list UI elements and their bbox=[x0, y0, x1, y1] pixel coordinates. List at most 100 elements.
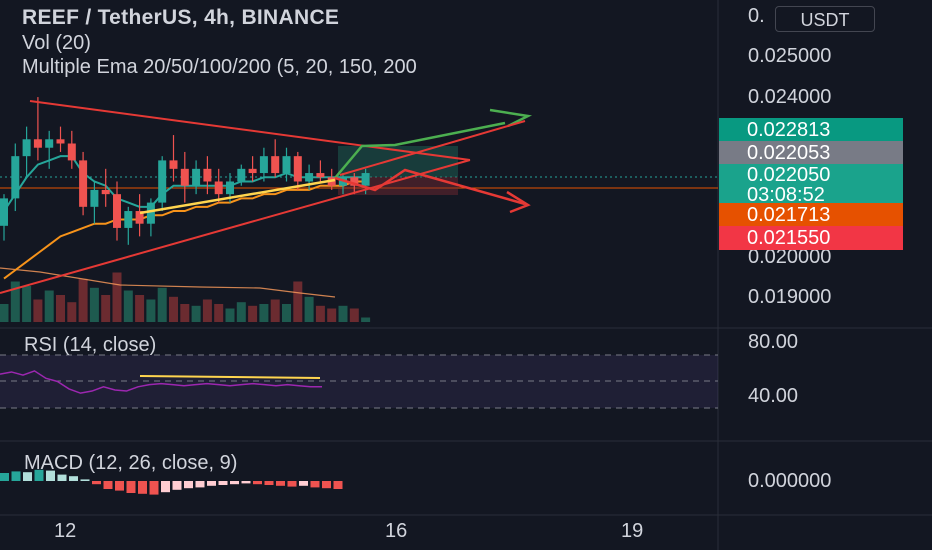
candle-body bbox=[350, 177, 359, 186]
volume-bar bbox=[248, 305, 258, 322]
volume-bar bbox=[338, 305, 348, 322]
rsi-legend[interactable]: RSI (14, close) bbox=[24, 334, 157, 356]
volume-bar bbox=[112, 272, 122, 322]
candle-body bbox=[248, 168, 257, 174]
candle-body bbox=[237, 168, 246, 182]
price-tag: 0.021550 bbox=[719, 226, 903, 250]
last-price-tag: 0.022050 03:08:52 bbox=[719, 164, 903, 206]
volume-bar bbox=[146, 299, 156, 322]
macd-bar bbox=[23, 472, 32, 481]
candle-body bbox=[135, 211, 144, 224]
candle-body bbox=[169, 160, 178, 169]
candle-body bbox=[67, 143, 76, 161]
macd-bar bbox=[46, 470, 55, 481]
bullish-path bbox=[334, 121, 506, 179]
price-axis-label: 0.019000 bbox=[748, 286, 832, 308]
candle-body bbox=[226, 181, 234, 195]
candle-body bbox=[259, 156, 268, 174]
volume-bar bbox=[101, 295, 111, 322]
currency-button[interactable]: USDT bbox=[775, 6, 875, 32]
candle-body bbox=[282, 156, 291, 174]
candle-body bbox=[90, 189, 99, 207]
candle-body bbox=[22, 139, 31, 157]
volume-bar bbox=[169, 296, 178, 322]
volume-bar bbox=[67, 302, 77, 322]
volume-bar bbox=[293, 281, 303, 322]
candle-body bbox=[113, 194, 121, 228]
macd-bar bbox=[310, 481, 320, 488]
macd-bar bbox=[115, 481, 124, 491]
volume-bar bbox=[349, 308, 359, 322]
volume-bar bbox=[89, 287, 99, 322]
candle-body bbox=[56, 139, 65, 144]
macd-bar bbox=[184, 481, 193, 489]
candle-body bbox=[316, 173, 325, 178]
support-trendline bbox=[139, 178, 336, 215]
macd-bar bbox=[11, 471, 21, 481]
volume-bar bbox=[304, 296, 314, 322]
price-axis-label: 0.024000 bbox=[748, 86, 832, 108]
rsi-axis-label: 40.00 bbox=[748, 385, 799, 407]
symbol-title[interactable]: REEF / TetherUS, 4h, BINANCE bbox=[22, 6, 340, 29]
candle-body bbox=[146, 202, 155, 224]
macd-bar bbox=[287, 481, 297, 487]
volume-bar bbox=[270, 299, 280, 322]
candle-body bbox=[33, 139, 42, 148]
candle-body bbox=[203, 168, 212, 182]
volume-bar bbox=[225, 308, 235, 322]
candle-body bbox=[124, 211, 133, 228]
candle-body bbox=[361, 173, 370, 186]
volume-bar bbox=[10, 281, 20, 322]
macd-bar bbox=[299, 481, 308, 486]
macd-bar bbox=[241, 481, 251, 484]
macd-bar bbox=[207, 481, 216, 486]
volume-bar bbox=[33, 299, 43, 322]
price-tag: 0.022813 bbox=[719, 118, 903, 142]
volume-legend[interactable]: Vol (20) bbox=[22, 32, 91, 54]
volume-bar bbox=[22, 286, 32, 322]
bearish-path bbox=[334, 168, 526, 206]
candle-body bbox=[192, 168, 201, 186]
volume-bar bbox=[282, 304, 291, 322]
macd-bar bbox=[0, 473, 9, 481]
macd-bar bbox=[195, 481, 205, 488]
volume-ma-line bbox=[0, 267, 336, 298]
last-price-value: 0.022050 bbox=[747, 164, 831, 186]
price-tag: 0.021713 bbox=[719, 203, 903, 227]
volume-bar bbox=[259, 304, 269, 322]
volume-bar bbox=[157, 287, 167, 322]
rsi-trendline bbox=[139, 375, 321, 379]
candle-body bbox=[0, 198, 8, 226]
volume-bar bbox=[361, 317, 371, 322]
bullish-arrow-head bbox=[489, 108, 533, 128]
macd-bar bbox=[333, 481, 343, 489]
volume-bar bbox=[327, 308, 337, 322]
volume-bar bbox=[44, 290, 54, 322]
volume-bar bbox=[0, 304, 9, 322]
volume-bar bbox=[56, 295, 65, 322]
macd-bar bbox=[92, 481, 101, 485]
lower-trendline bbox=[0, 159, 471, 294]
ema-slow-line bbox=[3, 180, 366, 280]
macd-bar bbox=[253, 481, 262, 485]
macd-legend[interactable]: MACD (12, 26, close, 9) bbox=[24, 452, 238, 474]
candle-body bbox=[79, 160, 88, 207]
date-label: 16 bbox=[385, 520, 408, 542]
volume-bar bbox=[202, 299, 212, 322]
ema-legend[interactable]: Multiple Ema 20/50/100/200 (5, 20, 150, … bbox=[22, 56, 417, 78]
macd-axis-label: 0.000000 bbox=[748, 470, 832, 492]
macd-bar bbox=[172, 481, 182, 490]
candle-body bbox=[45, 139, 54, 148]
candle-body bbox=[214, 181, 223, 195]
macd-bar bbox=[57, 474, 67, 481]
macd-bar bbox=[161, 481, 170, 493]
macd-bar bbox=[103, 481, 113, 489]
macd-bar bbox=[69, 476, 78, 481]
candle-body bbox=[293, 156, 302, 182]
volume-bar bbox=[191, 305, 201, 322]
volume-bar bbox=[236, 302, 246, 322]
rsi-axis-label: 80.00 bbox=[748, 331, 799, 353]
macd-bar bbox=[34, 469, 44, 481]
